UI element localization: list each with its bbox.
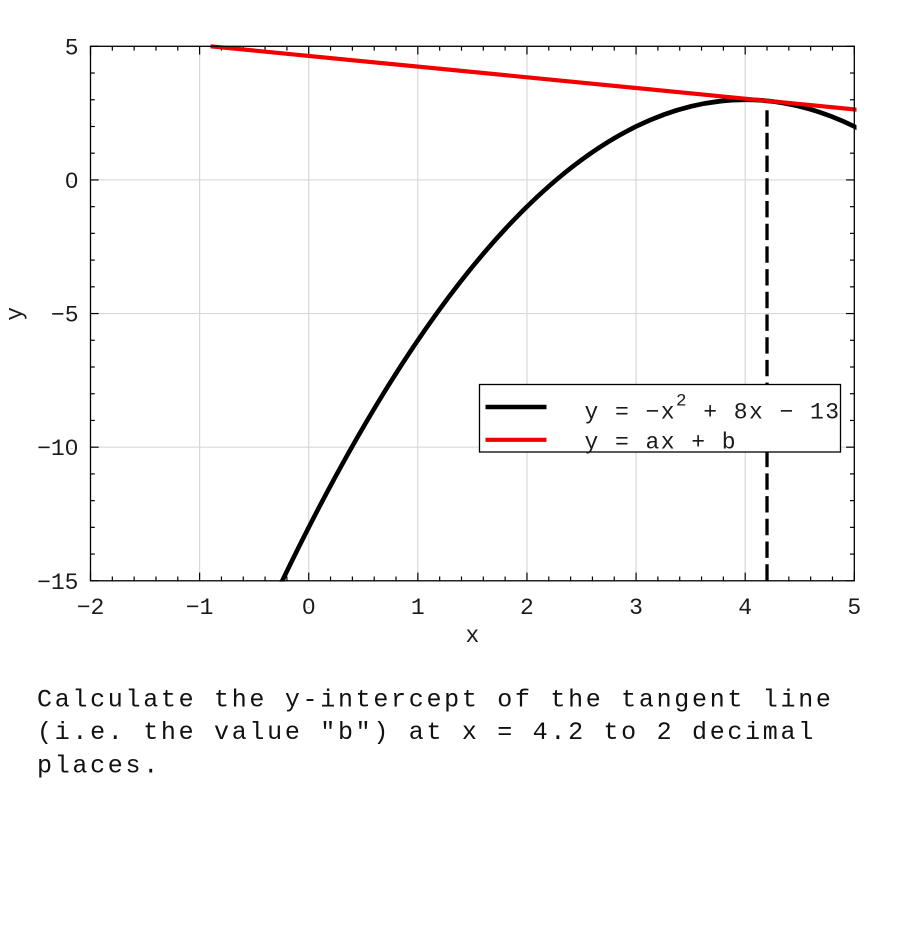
svg-text:0: 0 (302, 595, 316, 621)
svg-text:0: 0 (65, 169, 79, 195)
svg-text:−10: −10 (37, 436, 78, 462)
svg-text:(i.e. the value "b") at x = 4.: (i.e. the value "b") at x = 4.2 to 2 dec… (37, 718, 816, 747)
svg-text:−5: −5 (51, 303, 79, 329)
svg-text:4: 4 (738, 595, 752, 621)
svg-text:−15: −15 (37, 570, 78, 596)
svg-text:y = ax + b: y = ax + b (585, 430, 738, 456)
svg-text:Calculate the y-intercept of t: Calculate the y-intercept of the tangent… (37, 685, 834, 714)
svg-text:y: y (3, 307, 29, 321)
svg-text:−1: −1 (186, 595, 214, 621)
svg-text:1: 1 (411, 595, 425, 621)
svg-text:2: 2 (520, 595, 534, 621)
svg-text:5: 5 (65, 35, 79, 61)
svg-text:places.: places. (37, 752, 161, 781)
svg-text:3: 3 (629, 595, 643, 621)
svg-text:5: 5 (847, 595, 861, 621)
svg-text:x: x (465, 623, 479, 649)
svg-text:−2: −2 (77, 595, 105, 621)
